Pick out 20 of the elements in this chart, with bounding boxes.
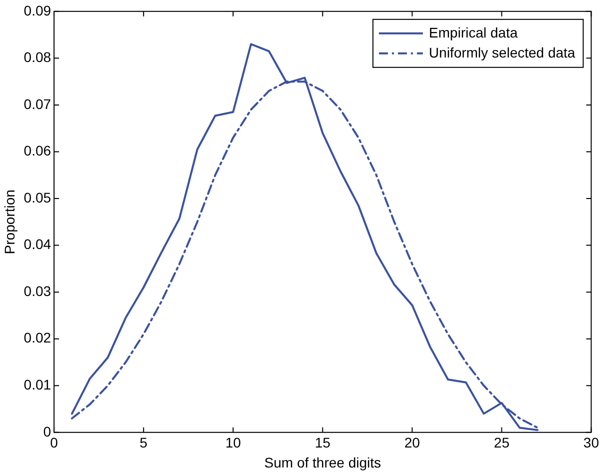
y-tick-label: 0.01 bbox=[24, 376, 52, 392]
y-tick-label: 0.02 bbox=[24, 330, 52, 346]
y-tick-label: 0.08 bbox=[24, 49, 52, 66]
x-tick-label: 30 bbox=[583, 434, 600, 451]
legend-label: Uniformly selected data bbox=[428, 44, 576, 60]
y-tick-label: 0.09 bbox=[24, 2, 52, 18]
y-tick-label: 0.07 bbox=[24, 96, 52, 112]
y-tick-label: 0.03 bbox=[24, 282, 52, 299]
y-tick-label: 0.06 bbox=[24, 142, 52, 159]
x-tick-label: 20 bbox=[404, 434, 420, 451]
legend-label: Empirical data bbox=[428, 24, 518, 40]
x-tick-label: 10 bbox=[225, 434, 242, 451]
x-tick-label: 15 bbox=[314, 434, 331, 451]
x-tick-label: 25 bbox=[494, 434, 510, 451]
y-tick-label: 0.05 bbox=[24, 189, 52, 206]
y-tick-label: 0 bbox=[43, 423, 52, 440]
y-axis-title: Proportion bbox=[1, 190, 18, 254]
y-tick-label: 0.04 bbox=[24, 236, 52, 252]
x-axis-title: Sum of three digits bbox=[264, 454, 381, 470]
x-tick-label: 5 bbox=[140, 434, 148, 451]
